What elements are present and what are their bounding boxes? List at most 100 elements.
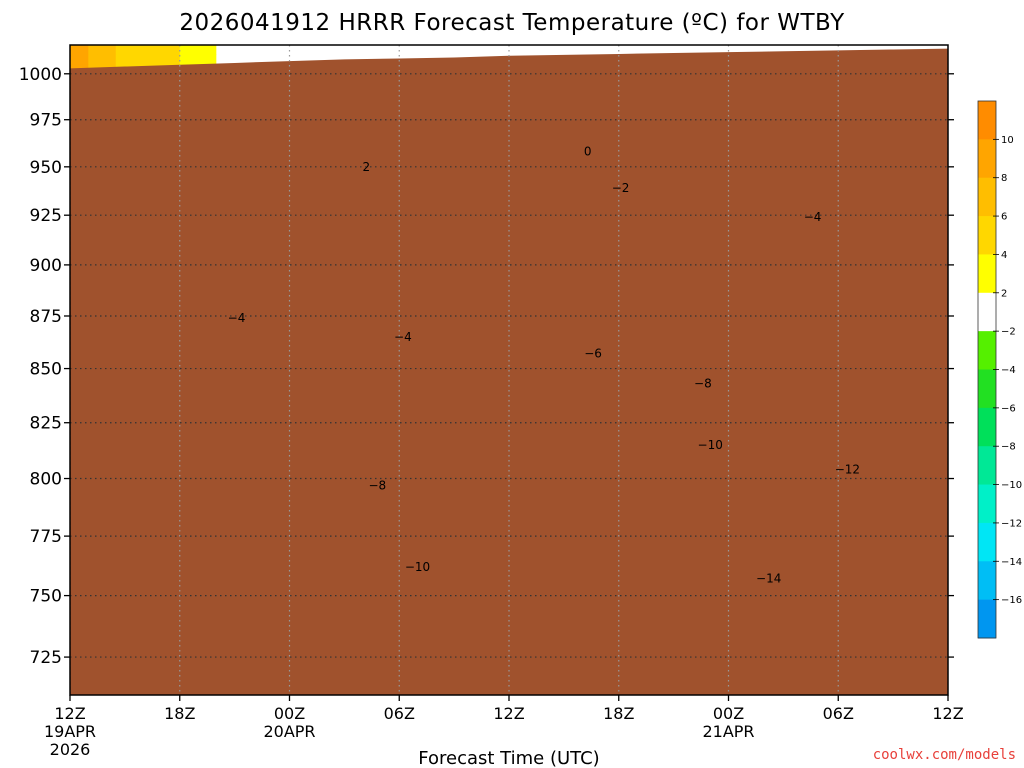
temperature-cell <box>280 45 291 56</box>
chart-title: 2026041912 HRRR Forecast Temperature (ºC… <box>179 10 845 36</box>
temperature-cell <box>234 54 245 66</box>
temperature-cell <box>481 45 492 56</box>
temperature-cell <box>573 45 583 56</box>
temperature-cell <box>819 45 830 56</box>
temperature-cell <box>88 45 99 56</box>
temperature-cell <box>646 45 656 56</box>
temperature-cell <box>70 45 80 56</box>
temperature-cell <box>554 45 565 56</box>
temperature-cell <box>655 45 666 56</box>
temperature-cell <box>637 45 647 56</box>
temperature-cell <box>70 54 80 66</box>
temperature-cell <box>207 45 217 56</box>
temperature-cell <box>710 45 720 56</box>
temperature-cell <box>746 45 757 56</box>
temperature-cell <box>262 54 272 66</box>
temperature-cell <box>188 45 199 56</box>
temperature-cell <box>600 45 611 56</box>
temperature-cell <box>326 45 336 56</box>
temperature-cell <box>838 45 848 56</box>
temperature-cell <box>371 45 382 56</box>
temperature-cell <box>298 45 309 56</box>
temperature-cell <box>97 45 108 56</box>
temperature-cell <box>463 45 474 56</box>
temperature-cell <box>691 45 702 56</box>
temperature-cell <box>701 45 711 56</box>
temperature-cell <box>124 45 135 56</box>
temperature-cell <box>591 45 602 56</box>
temperature-cell <box>124 54 135 66</box>
temperature-cell <box>673 45 684 56</box>
temperature-cell <box>106 45 117 56</box>
temperature-cell <box>234 45 245 56</box>
temperature-cell <box>783 45 794 56</box>
temperature-cell <box>499 45 510 56</box>
temperature-cell <box>243 54 254 66</box>
temperature-cell <box>454 45 464 56</box>
temperature-cell <box>316 54 327 66</box>
plot-area: 2−4−4−4−20−6−8−8−10−10−12−14 <box>70 45 948 695</box>
temperature-cell <box>243 45 254 56</box>
temperature-cell <box>161 45 172 56</box>
temperature-cell <box>179 45 190 56</box>
temperature-cell <box>170 54 181 66</box>
temperature-cell <box>362 45 373 56</box>
temperature-cell <box>719 45 730 56</box>
temperature-cell <box>755 45 766 56</box>
temperature-cell <box>152 45 163 56</box>
temperature-cell <box>88 54 99 66</box>
temperature-cell <box>289 54 300 66</box>
temperature-cell <box>289 45 300 56</box>
temperature-cell <box>344 45 355 56</box>
temperature-cell <box>198 54 208 66</box>
temperature-cell <box>801 45 812 56</box>
temperature-cell <box>97 54 108 66</box>
temperature-cell <box>563 45 574 56</box>
temperature-cell <box>115 45 126 56</box>
temperature-cell <box>198 45 208 56</box>
temperature-cell <box>774 45 784 56</box>
temperature-cell <box>307 45 318 56</box>
temperature-cell <box>509 45 519 56</box>
temperature-cell <box>426 45 437 56</box>
temperature-cell <box>829 45 839 56</box>
temperature-cell <box>792 45 803 56</box>
temperature-cell <box>527 45 538 56</box>
temperature-cell <box>765 45 775 56</box>
temperature-cell <box>207 54 217 66</box>
temperature-cell <box>298 54 309 66</box>
temperature-cell <box>380 45 391 56</box>
temperature-cell <box>627 45 638 56</box>
temperature-cell <box>417 45 428 56</box>
temperature-cell <box>582 45 592 56</box>
temperature-cell <box>399 45 409 56</box>
temperature-cell <box>390 45 400 56</box>
temperature-cell <box>810 45 821 56</box>
temperature-cell <box>152 54 163 66</box>
temperature-cell <box>280 54 291 66</box>
temperature-cell <box>518 45 528 56</box>
temperature-cell <box>79 45 89 56</box>
temperature-cell <box>353 45 364 56</box>
temperature-cell <box>536 45 547 56</box>
temperature-field <box>70 45 948 695</box>
temperature-cell <box>252 54 263 66</box>
temperature-cell <box>134 54 144 66</box>
temperature-cell <box>444 45 455 56</box>
temperature-cell <box>435 45 446 56</box>
temperature-cell <box>609 45 620 56</box>
temperature-cell <box>161 54 172 66</box>
temperature-cell <box>225 45 236 56</box>
temperature-cell <box>618 45 629 56</box>
temperature-cell <box>316 45 327 56</box>
temperature-cell <box>115 54 126 66</box>
temperature-cell <box>682 45 693 56</box>
temperature-cell <box>737 45 748 56</box>
temperature-cell <box>307 54 318 66</box>
temperature-cell <box>188 54 199 66</box>
temperature-cell <box>216 45 227 56</box>
temperature-cell <box>225 54 236 66</box>
temperature-cell <box>728 45 739 56</box>
temperature-cell <box>106 54 117 66</box>
